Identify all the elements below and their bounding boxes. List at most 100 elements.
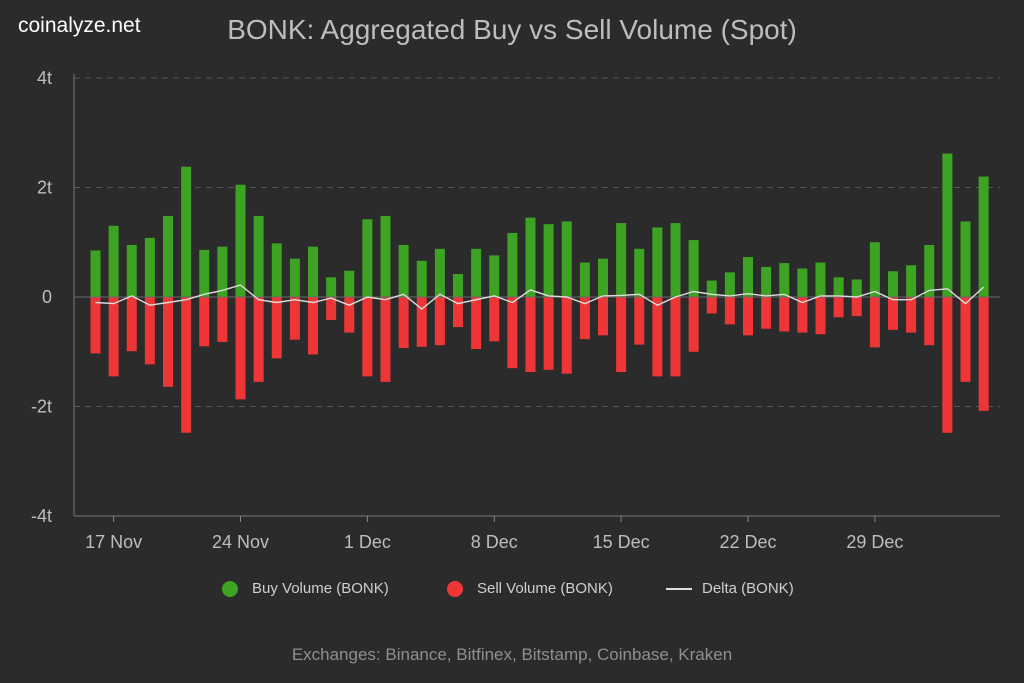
buy-bar	[489, 255, 500, 297]
buy-bar	[289, 258, 300, 297]
buy-bar	[743, 257, 753, 297]
buy-bar	[271, 243, 282, 297]
buy-bar	[326, 277, 337, 297]
sell-bar	[416, 297, 427, 347]
sell-bar	[108, 297, 119, 377]
buy-bar	[833, 277, 844, 297]
x-tick-label: 8 Dec	[471, 532, 518, 552]
x-tick-label: 1 Dec	[344, 532, 391, 552]
buy-bar	[797, 268, 808, 297]
sell-bar	[888, 297, 898, 330]
sell-bar	[652, 297, 663, 377]
buy-bar	[434, 248, 445, 297]
buy-bar	[416, 260, 427, 297]
buy-bar	[761, 266, 772, 297]
sell-bar	[851, 297, 862, 317]
x-tick-label: 24 Nov	[212, 532, 269, 552]
chart-title-text: BONK: Aggregated Buy vs Sell Volume (Spo…	[227, 14, 797, 45]
sell-bar	[217, 297, 228, 342]
legend-item-delta[interactable]: Delta (BONK)	[666, 580, 794, 597]
chart-area: 4t 2t 0 -2t -4t 17 Nov 24 Nov 1 Dec 8 Dec 15 Dec 2…	[31, 68, 1000, 552]
legend-buy-label: Buy Volume (BONK)	[252, 580, 389, 597]
buy-bar	[652, 227, 663, 297]
buy-bar	[924, 244, 935, 297]
sell-bar	[163, 297, 173, 387]
sell-bar	[743, 297, 753, 336]
sell-bar	[906, 297, 917, 333]
sell-bar	[398, 297, 409, 348]
buy-bar	[398, 244, 409, 297]
sell-bar	[634, 297, 645, 345]
buy-bar	[978, 176, 989, 297]
buy-bar	[579, 262, 590, 297]
buy-bar	[453, 274, 463, 297]
buy-bar	[235, 184, 246, 297]
buy-bar	[90, 250, 101, 297]
x-tick-label: 29 Dec	[846, 532, 903, 552]
delta-line	[95, 284, 985, 310]
legend: Buy Volume (BONK) Sell Volume (BONK) Del…	[0, 580, 1024, 604]
brand-logo-text: coinalyze.net	[18, 14, 141, 37]
sell-bar	[688, 297, 699, 352]
sell-bar	[815, 297, 826, 335]
buy-bar	[815, 262, 826, 297]
sell-bar	[942, 297, 953, 433]
buy-bar	[380, 215, 391, 297]
buy-bar	[724, 272, 735, 297]
y-tick-label: 0	[42, 287, 52, 307]
sell-bar	[616, 297, 627, 373]
buy-bar	[217, 246, 228, 297]
sell-bar	[90, 297, 101, 354]
sell-bar	[833, 297, 844, 318]
legend-buy-dot-icon	[222, 580, 238, 597]
y-tick-label: -4t	[31, 506, 52, 526]
buy-bar	[851, 279, 862, 297]
legend-delta-line-icon	[666, 587, 692, 590]
sell-bar	[978, 297, 989, 411]
buy-bar	[108, 225, 119, 297]
buy-bar	[362, 219, 373, 297]
buy-bar	[960, 221, 971, 297]
sell-bar	[453, 297, 463, 328]
sell-bar	[362, 297, 373, 377]
buy-bar	[688, 240, 699, 297]
sell-bar	[779, 297, 790, 332]
sell-bar	[525, 297, 536, 373]
y-tick-label: -2t	[31, 397, 52, 417]
buy-bar	[706, 280, 717, 297]
legend-item-buy[interactable]: Buy Volume (BONK)	[222, 580, 389, 597]
sell-bar	[706, 297, 717, 314]
sell-bar	[199, 297, 210, 347]
buy-bar	[507, 232, 518, 297]
chart-title: BONK: Aggregated Buy vs Sell Volume (Spo…	[0, 14, 1024, 46]
sell-bar	[253, 297, 264, 382]
buy-bar	[616, 223, 627, 297]
sell-bar	[579, 297, 590, 340]
sell-bar	[380, 297, 391, 382]
y-tick-label: 4t	[37, 68, 52, 88]
sell-bar	[235, 297, 246, 400]
buy-bar	[253, 215, 264, 297]
buy-bar	[199, 249, 210, 297]
buy-bar	[181, 166, 192, 297]
sell-bar	[471, 297, 482, 350]
legend-sell-label: Sell Volume (BONK)	[477, 580, 613, 597]
buy-bar	[344, 270, 355, 297]
buy-bar	[308, 246, 318, 297]
buy-bar	[126, 244, 137, 297]
sell-bar	[271, 297, 282, 359]
legend-item-sell[interactable]: Sell Volume (BONK)	[447, 580, 613, 597]
buy-bar	[779, 263, 790, 297]
sell-bar	[561, 297, 572, 374]
sell-bar	[797, 297, 808, 333]
buy-bar	[471, 248, 482, 297]
buy-bar	[942, 153, 953, 297]
exchanges-footer: Exchanges: Binance, Bitfinex, Bitstamp, …	[291, 645, 733, 664]
buy-bar	[869, 242, 880, 297]
sell-bar	[308, 297, 318, 355]
sell-bar	[126, 297, 137, 352]
sell-bar	[924, 297, 935, 346]
sell-bar	[670, 297, 681, 377]
sell-bar	[507, 297, 518, 369]
x-tick-label: 22 Dec	[719, 532, 776, 552]
